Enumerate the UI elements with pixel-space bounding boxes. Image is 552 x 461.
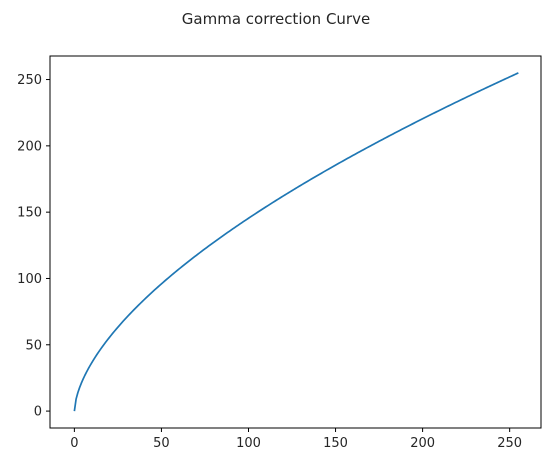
x-tick-label: 50 (153, 436, 170, 451)
axes: 0 50 100 150 200 250 0 50 100 150 200 250 (17, 55, 542, 451)
y-tick-label: 150 (17, 206, 42, 221)
x-tick-label: 150 (323, 436, 348, 451)
y-tick-label: 100 (17, 272, 42, 287)
axes-frame (49, 55, 542, 429)
plot-area (73, 72, 519, 412)
x-tick-label: 200 (410, 436, 435, 451)
y-tick-label: 50 (25, 338, 42, 353)
y-tick-label: 0 (34, 405, 42, 420)
series-line-0 (73, 72, 519, 412)
y-tick-label: 200 (17, 139, 42, 154)
x-tick-label: 0 (70, 436, 78, 451)
x-tick-label: 100 (236, 436, 261, 451)
x-tick-label: 250 (497, 436, 522, 451)
chart-title: Gamma correction Curve (182, 10, 370, 28)
y-tick-label: 250 (17, 73, 42, 88)
